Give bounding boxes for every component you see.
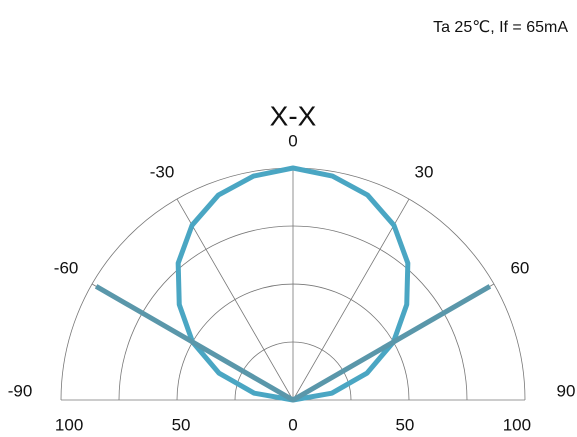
angle-label: 30 [415,163,434,182]
r-tick-label: 100 [55,415,83,434]
angle-label: -60 [54,258,79,277]
angle-label: 60 [510,258,529,277]
pattern-line [94,284,492,403]
chart-title: X-X [270,100,317,131]
conditions-note: Ta 25℃, If = 65mA [433,19,568,36]
angle-label: 0 [288,131,297,150]
r-tick-label: 50 [395,415,414,434]
r-tick-label: 0 [288,415,297,434]
grid-spoke [176,198,294,401]
angle-label: -30 [150,163,175,182]
angle-label: -90 [8,381,33,400]
r-tick-label: 50 [172,415,191,434]
grid-spoke [292,198,410,401]
r-tick-label: 100 [503,415,531,434]
angle-label: 90 [557,381,576,400]
